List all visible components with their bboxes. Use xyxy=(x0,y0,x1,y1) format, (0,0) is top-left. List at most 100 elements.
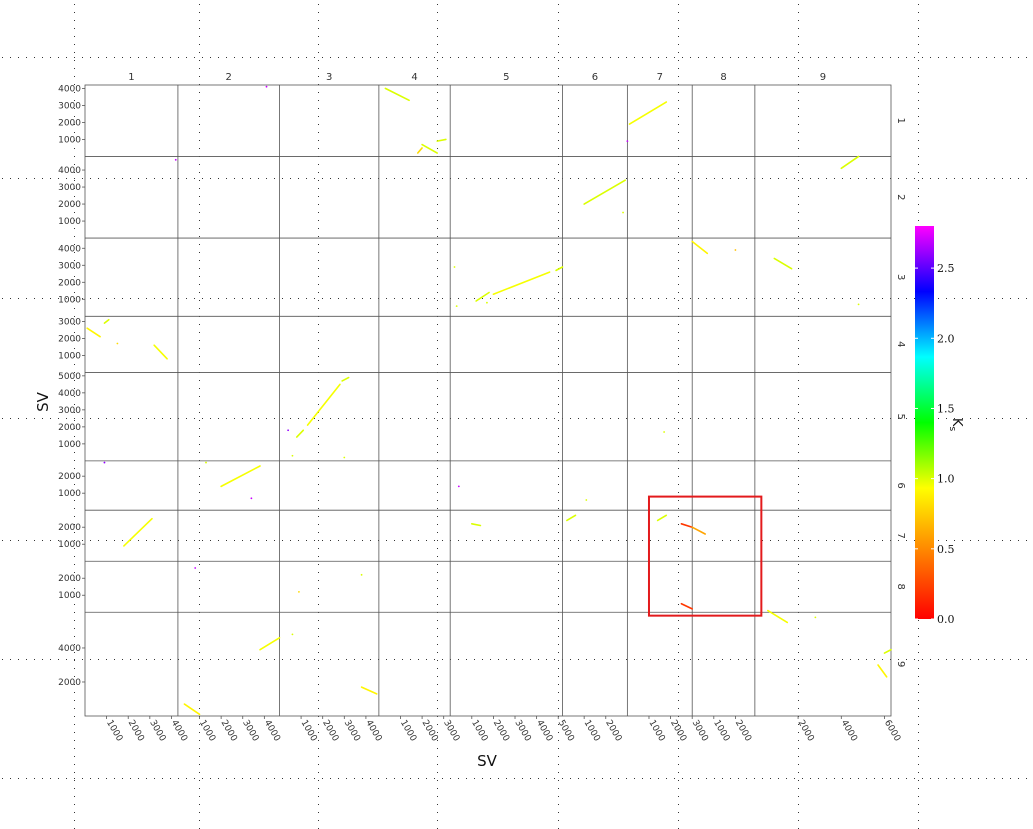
x-tick-label: 3000 xyxy=(441,719,461,744)
x-tick-label: 2000 xyxy=(320,719,340,744)
x-tick-label: 1000 xyxy=(582,719,602,744)
synteny-segment xyxy=(656,514,668,522)
synteny-point xyxy=(857,303,860,306)
x-axis-ticks: 1000 2000 3000 4000 1000 2000 3000 4000 1000 2000… xyxy=(104,716,902,744)
synteny-point xyxy=(265,85,268,88)
synteny-segment xyxy=(103,318,110,324)
y-tick-label: 1000 xyxy=(58,540,81,550)
y-tick-label: 4000 xyxy=(58,644,81,654)
x-tick-label: 1000 xyxy=(711,719,731,744)
x-tick-label: 4000 xyxy=(169,719,189,744)
synteny-segment xyxy=(259,636,281,651)
column-header: 4 xyxy=(411,72,417,83)
synteny-segment xyxy=(680,523,694,529)
y-axis-ticks: 1000 2000 3000 4000 1000 2000 3000 4000 1000 2000… xyxy=(58,84,85,688)
synteny-point xyxy=(360,573,363,576)
x-tick-label: 3000 xyxy=(342,719,362,744)
x-tick-label: 1000 xyxy=(104,719,124,744)
row-header: 6 xyxy=(895,482,906,488)
x-tick-label: 3000 xyxy=(240,719,260,744)
column-header: 8 xyxy=(720,72,726,83)
x-tick-label: 4000 xyxy=(534,719,554,744)
synteny-point xyxy=(814,616,817,619)
synteny-point xyxy=(298,590,300,593)
y-tick-label: 3000 xyxy=(58,101,81,111)
x-tick-label: 1000 xyxy=(469,719,489,744)
x-tick-label: 1000 xyxy=(398,719,418,744)
synteny-segment xyxy=(767,609,789,624)
x-tick-label: 2000 xyxy=(733,719,753,744)
x-tick-label: 3000 xyxy=(512,719,532,744)
synteny-point xyxy=(343,456,346,459)
column-header: 3 xyxy=(326,72,332,83)
y-tick-label: 1000 xyxy=(58,440,81,450)
x-tick-label: 4000 xyxy=(262,719,282,744)
x-tick-label: 3000 xyxy=(147,719,167,744)
column-header: 9 xyxy=(820,72,826,83)
synteny-point xyxy=(291,633,294,636)
y-tick-label: 3000 xyxy=(58,317,81,327)
synteny-point xyxy=(455,305,458,308)
legend-tick-label: 1.5 xyxy=(937,402,955,415)
row-header: 7 xyxy=(895,533,906,539)
y-tick-label: 4000 xyxy=(58,84,81,94)
synteny-segment xyxy=(628,101,668,125)
column-header: 5 xyxy=(503,72,509,83)
y-axis-title: SV xyxy=(34,391,52,412)
synteny-segment xyxy=(773,257,793,270)
legend-tick-label: 2.5 xyxy=(937,262,955,275)
x-tick-label: 3000 xyxy=(690,719,710,744)
y-tick-label: 3000 xyxy=(58,406,81,416)
synteny-segment xyxy=(306,383,341,426)
y-tick-label: 1000 xyxy=(58,489,81,499)
y-tick-label: 2000 xyxy=(58,200,81,210)
synteny-segment xyxy=(840,155,860,170)
synteny-point xyxy=(626,140,629,143)
y-tick-label: 2000 xyxy=(58,423,81,433)
x-tick-label: 2000 xyxy=(491,719,511,744)
y-tick-label: 2000 xyxy=(58,678,81,688)
y-tick-label: 1000 xyxy=(58,217,81,227)
legend-title-main: K xyxy=(949,418,964,427)
legend-tick-label: 0.0 xyxy=(937,613,955,626)
synteny-segment xyxy=(220,465,261,488)
y-tick-label: 2000 xyxy=(58,118,81,128)
synteny-segment xyxy=(421,143,439,154)
synteny-point xyxy=(622,211,624,214)
x-tick-label: 4000 xyxy=(839,719,859,744)
column-header: 7 xyxy=(657,72,663,83)
synteny-segment xyxy=(555,266,564,272)
synteny-segment xyxy=(295,429,305,438)
synteny-segment xyxy=(341,376,350,382)
x-tick-label: 2000 xyxy=(668,719,688,744)
legend-title-sub: s xyxy=(947,427,957,432)
synteny-segment xyxy=(691,526,706,535)
legend-tick-label: 0.5 xyxy=(937,543,955,556)
ks-legend: 0.0 0.5 1.0 1.5 2.0 2.5 Ks xyxy=(915,226,964,626)
row-header: 8 xyxy=(895,584,906,590)
x-tick-label: 2000 xyxy=(795,719,815,744)
x-tick-label: 1000 xyxy=(298,719,318,744)
synteny-point xyxy=(250,497,253,500)
synteny-segment xyxy=(492,271,551,295)
synteny-segment xyxy=(86,327,101,338)
highlight-box xyxy=(647,495,763,617)
x-axis-title: SV xyxy=(477,752,498,770)
synteny-segment xyxy=(123,517,153,547)
row-headers: 1 2 3 4 5 6 7 8 9 xyxy=(895,118,906,668)
plot-frame xyxy=(84,84,892,717)
synteny-point xyxy=(291,454,294,457)
x-tick-label: 2000 xyxy=(219,719,239,744)
synteny-segment xyxy=(691,240,709,255)
synteny-segment xyxy=(360,686,378,695)
y-tick-label: 4000 xyxy=(58,166,81,176)
synteny-point xyxy=(116,342,119,345)
x-tick-label: 5000 xyxy=(556,719,576,744)
row-header: 2 xyxy=(895,194,906,200)
synteny-segment xyxy=(416,147,423,154)
synteny-point xyxy=(734,249,737,251)
synteny-point xyxy=(103,461,106,464)
y-tick-label: 1000 xyxy=(58,591,81,601)
legend-tick-label: 2.0 xyxy=(937,332,955,345)
synteny-point xyxy=(486,301,488,304)
